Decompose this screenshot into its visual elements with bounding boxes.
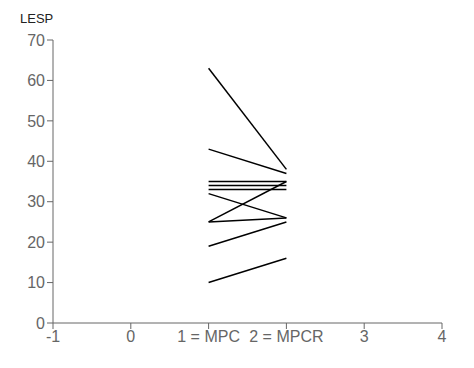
svg-text:0: 0 [36,315,45,332]
svg-text:3: 3 [360,328,369,345]
svg-text:1 = MPC: 1 = MPC [177,328,240,345]
svg-text:4: 4 [438,328,447,345]
svg-text:10: 10 [27,274,45,291]
svg-text:2 = MPCR: 2 = MPCR [249,328,323,345]
svg-text:70: 70 [27,32,45,49]
svg-text:0: 0 [126,328,135,345]
svg-text:-1: -1 [46,328,60,345]
svg-text:50: 50 [27,113,45,130]
svg-text:30: 30 [27,193,45,210]
svg-text:40: 40 [27,153,45,170]
html-text:LESP: LESP [20,11,54,26]
svg-text:20: 20 [27,234,45,251]
svg-text:60: 60 [27,72,45,89]
